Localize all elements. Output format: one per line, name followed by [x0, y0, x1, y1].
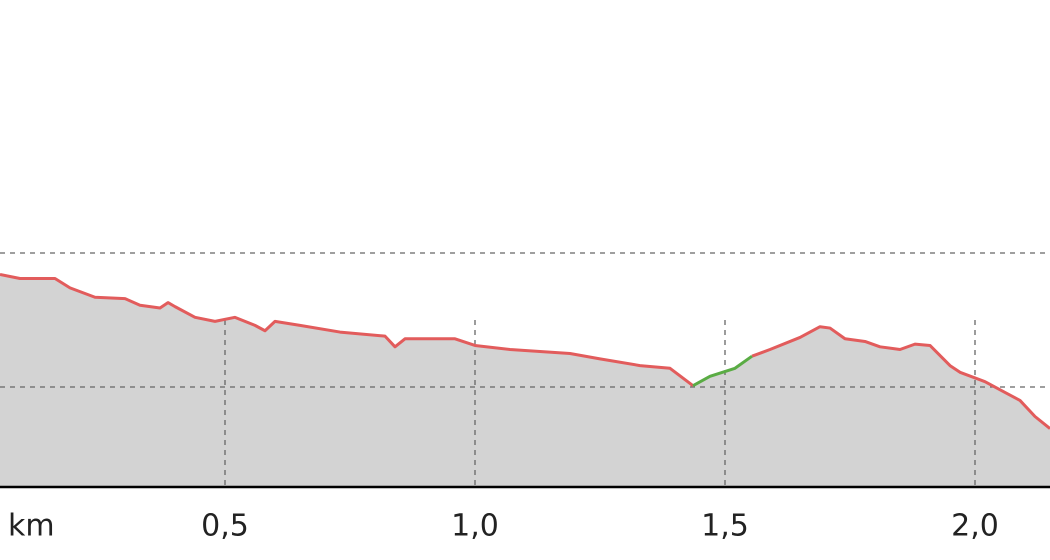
x-tick-label: 1,0 — [451, 509, 499, 544]
profile-line — [0, 272, 1050, 430]
profile-line — [692, 354, 753, 388]
x-tick-label: 0,5 — [201, 509, 249, 544]
profile-fill — [0, 274, 1050, 487]
x-tick-label: 2,0 — [951, 509, 999, 544]
x-axis-label: km — [8, 509, 55, 544]
x-tick-label: 1,5 — [701, 509, 749, 544]
